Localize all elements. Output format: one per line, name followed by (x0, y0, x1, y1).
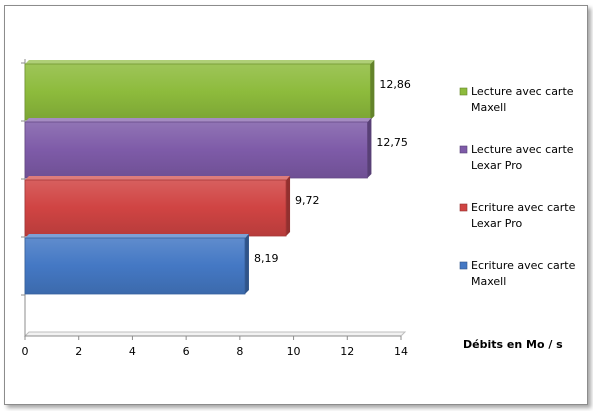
legend-label: Maxell (471, 101, 506, 114)
legend-label: Maxell (471, 275, 506, 288)
data-label-0: 12,86 (379, 78, 411, 91)
x-tick-label: 12 (340, 345, 354, 358)
legend-swatch (459, 203, 468, 212)
legend-item-0: Lecture avec carte Maxell (459, 85, 574, 114)
bar-1 (24, 118, 372, 179)
x-tick-label: 6 (183, 345, 190, 358)
legend-item-2: Ecriture avec carte Lexar Pro (459, 201, 576, 230)
legend-swatch (459, 145, 468, 154)
legend-label: Ecriture avec carte (471, 259, 576, 272)
data-label-3: 8,19 (254, 252, 279, 265)
bar-top-face (25, 234, 249, 238)
bar-front-face (24, 237, 246, 295)
axis-floor (23, 331, 407, 337)
x-tick-label: 2 (75, 345, 82, 358)
legend-label: Lecture avec carte (471, 143, 574, 156)
legend-label: Lexar Pro (471, 217, 522, 230)
legend-item-3: Ecriture avec carte Maxell (459, 259, 576, 288)
bar-top-face (25, 176, 291, 180)
legend-label: Ecriture avec carte (471, 201, 576, 214)
bar-side-face (370, 60, 375, 120)
bar-3 (24, 234, 249, 295)
legend-swatch (459, 87, 468, 96)
bar-side-face (367, 118, 372, 178)
legend-swatch (459, 261, 468, 270)
x-tick-label: 8 (236, 345, 243, 358)
x-tick-label: 14 (394, 345, 408, 358)
data-label-1: 12,75 (376, 136, 408, 149)
x-tick-label: 4 (129, 345, 136, 358)
bar-top-face (25, 118, 372, 122)
x-tick-label: 0 (22, 345, 29, 358)
axis-layer: 0 2 4 6 8 10 12 14 (21, 59, 408, 358)
bar-2 (24, 176, 291, 237)
x-axis-title: Débits en Mo / s (463, 338, 563, 351)
bar-front-face (24, 179, 287, 237)
data-labels-layer: 12,86 12,75 9,72 8,19 (254, 78, 411, 265)
chart-frame: 0 2 4 6 8 10 12 14 12,86 12,75 9,72 8,19 Lecture a… (4, 5, 588, 405)
legend-item-1: Lecture avec carte Lexar Pro (459, 143, 574, 172)
legend-label: Lecture avec carte (471, 85, 574, 98)
bar-chart: 0 2 4 6 8 10 12 14 12,86 12,75 9,72 8,19 Lecture a… (21, 59, 576, 358)
bar-side-face (286, 176, 291, 236)
data-label-2: 9,72 (295, 194, 320, 207)
legend-label: Lexar Pro (471, 159, 522, 172)
bar-front-face (24, 63, 371, 121)
bars-layer (24, 60, 375, 295)
x-tick-label: 10 (287, 345, 301, 358)
bar-side-face (244, 234, 249, 294)
bar-front-face (24, 121, 368, 179)
bar-top-face (25, 60, 375, 64)
bar-0 (24, 60, 375, 121)
